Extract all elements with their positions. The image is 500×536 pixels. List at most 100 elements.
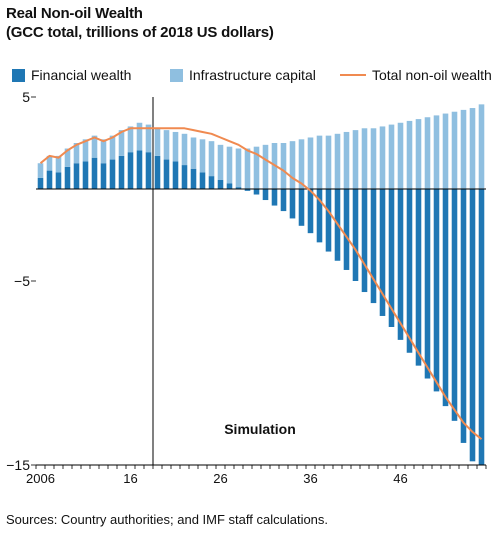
bar-infrastructure [415,119,422,189]
legend-total-label: Total non-oil wealth [372,67,492,83]
bar-infrastructure [289,141,296,189]
bar-financial [82,161,89,189]
bar-infrastructure [199,139,206,173]
bar-financial [199,172,206,189]
bar-infrastructure [316,135,323,189]
bar-financial [307,189,314,234]
bar-financial [172,161,179,189]
bar-infrastructure [217,144,224,180]
bar-infrastructure [361,128,368,189]
bar-infrastructure [379,126,386,189]
bar-financial [163,159,170,189]
bar-financial [253,189,260,195]
bar-financial [370,189,377,304]
bar-financial [298,189,305,226]
bar-infrastructure [64,148,71,167]
bar-financial [271,189,278,206]
bar-infrastructure [325,135,332,189]
x-tick-label: 46 [393,471,407,486]
bar-infrastructure [172,131,179,162]
bar-infrastructure [145,124,152,153]
bar-infrastructure [253,146,260,189]
bar-infrastructure [469,108,476,189]
bar-infrastructure [118,130,125,156]
bar-infrastructure [343,131,350,189]
bar-infrastructure [154,128,161,156]
bar-infrastructure [388,124,395,189]
bar-financial [406,189,413,353]
bar-infrastructure [190,137,197,169]
y-tick-label: −5 [14,273,30,289]
bar-financial [460,189,467,443]
bar-financial [388,189,395,327]
bar-financial [64,166,71,189]
total-wealth-line [39,127,483,440]
bar-financial [262,189,269,201]
bar-financial [361,189,368,293]
bar-financial [289,189,296,219]
bar-financial [181,165,188,189]
bar-infrastructure [478,104,485,189]
bar-infrastructure [226,146,233,184]
source-note: Sources: Country authorities; and IMF st… [6,512,329,527]
bar-financial [415,189,422,366]
bar-financial [280,189,287,212]
bar-financial [217,179,224,189]
x-tick-label: 36 [303,471,317,486]
bar-financial [55,172,62,189]
bar-financial [226,183,233,189]
bar-infrastructure [136,122,143,151]
bar-infrastructure [334,133,341,189]
bar-infrastructure [46,155,53,171]
bar-financial [46,170,53,189]
bar-infrastructure [298,139,305,189]
bar-infrastructure [208,141,215,177]
legend-financial-label: Financial wealth [31,67,132,83]
bar-infrastructure [424,117,431,189]
bar-financial [145,152,152,189]
bar-infrastructure [460,109,467,189]
bar-financial [397,189,404,340]
legend-total-line [340,74,366,76]
bar-infrastructure [433,115,440,189]
legend-infrastructure-label: Infrastructure capital [189,67,316,83]
bar-infrastructure [235,148,242,188]
bar-financial [451,189,458,421]
bar-infrastructure [397,122,404,189]
chart-title: Real Non-oil Wealth [6,5,143,22]
x-tick-label: 2006 [26,471,55,486]
bar-infrastructure [127,126,134,153]
bar-financial [244,189,251,191]
bar-financial [442,189,449,407]
bar-infrastructure [307,137,314,189]
bar-infrastructure [406,120,413,189]
simulation-label: Simulation [224,421,296,437]
legend-total: Total non-oil wealth [340,67,492,83]
bar-financial [136,150,143,189]
bar-financial [190,168,197,189]
bar-infrastructure [181,133,188,166]
bar-financial [73,163,80,189]
bar-financial [118,155,125,189]
bar-financial [343,189,350,270]
legend-financial-swatch [12,68,25,82]
chart-subtitle: (GCC total, trillions of 2018 US dollars… [6,24,274,41]
bar-infrastructure [73,143,80,164]
bar-infrastructure [91,135,98,158]
bar-financial [154,155,161,189]
bar-financial [433,189,440,392]
bar-financial [37,177,44,189]
bar-financial [109,159,116,189]
bar-infrastructure [280,143,287,189]
bar-financial [469,189,476,462]
bar-infrastructure [55,155,62,173]
bar-financial [316,189,323,243]
bar-infrastructure [37,163,44,178]
bar-infrastructure [370,128,377,189]
y-tick-label: 5 [22,89,30,105]
bar-infrastructure [262,144,269,189]
x-tick-label: 16 [123,471,137,486]
bar-infrastructure [109,135,116,160]
bar-financial [91,157,98,189]
